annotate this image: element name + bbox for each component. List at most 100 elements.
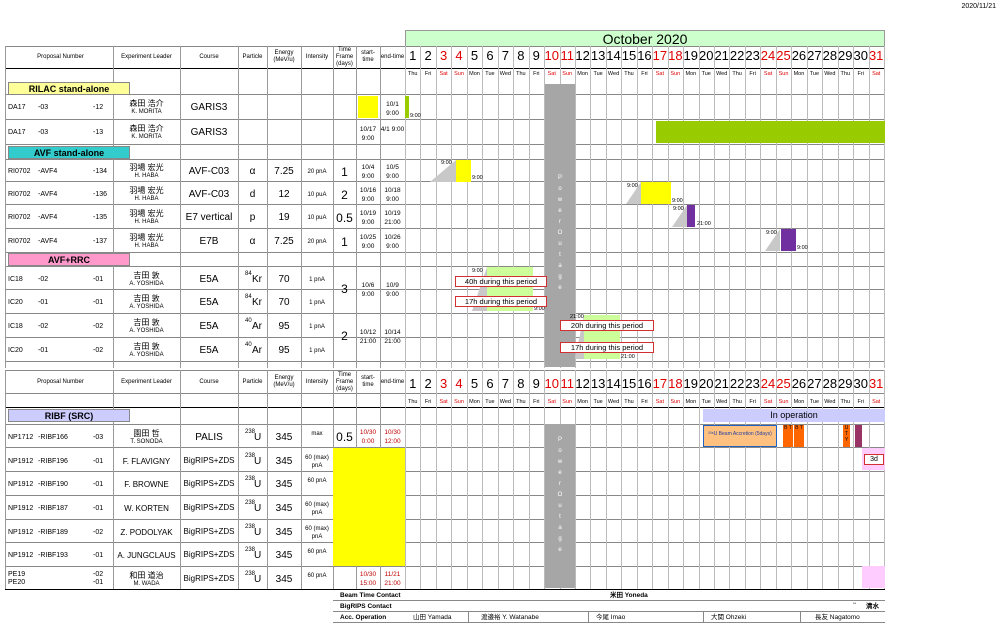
acc-operator: 大関 Ohzeki [711,614,747,621]
grid-line [5,46,6,368]
day-number: 2 [424,48,432,63]
start-time: 10/30 15:00 [359,571,377,587]
bar-da17-13 [656,121,885,143]
weekday: Tue [701,71,711,77]
power-outage-char: g [558,274,562,280]
proposal-prefix: IC18 [8,323,23,330]
course: E5A [199,297,219,308]
grid-line [113,370,114,589]
start-highlight [358,96,378,118]
particle: Kr [252,274,262,285]
header-leader: Experiment Leader [121,53,172,60]
leader-name-jp: 羽場 宏光 [129,186,164,195]
weekday: Wed [607,71,620,77]
course: BigRIPS+ZDS [183,574,235,583]
weekday: Wed [607,399,620,405]
leader-name: H. HABA [134,196,159,202]
grid-line [5,337,885,338]
proposal-num: -01 [93,481,104,488]
weekday: Mon [577,71,588,77]
beam-accretion-bar: ²³⁸U Beam Accretion (5days) [703,425,777,447]
proposal-num: -12 [93,104,104,111]
mass-number: 238 [245,547,256,553]
grid-line [5,542,885,543]
mass-number: 40 [245,342,252,348]
note-17h-a: 17h during this period [455,296,547,307]
grid-line [180,370,181,589]
proposal-prefix: RI0702 [8,214,31,221]
ribf-highlight [333,448,405,566]
proposal-prefix: RI0702 [8,168,31,175]
weekday: Tue [701,399,711,405]
time-mark: 21:00 [570,314,584,320]
day-number: 9 [532,376,540,391]
grid-line [466,46,468,368]
leader-name-jp: 森田 浩介 [129,99,164,108]
day-number: 16 [637,48,652,63]
course: BigRIPS+ZDS [183,550,235,559]
day-number: 20 [699,48,714,63]
weekday: Tue [485,399,495,405]
weekday: Thu [624,71,634,77]
grid-line [5,289,885,290]
mass-number: 84 [245,271,252,277]
intensity: max [311,431,323,437]
grid-line [621,370,623,589]
grid-line [5,94,885,95]
day-number: 26 [791,48,807,63]
grid-line [698,46,700,368]
proposal-id: -AVF4 [38,168,58,175]
weekday: Sat [872,399,881,405]
proposal-num: -13 [93,129,104,136]
start-time: 10/17 9:00 [359,126,377,142]
weekday: Sat [655,399,665,405]
grid-line [466,370,468,589]
proposal-num: -02 [93,529,104,536]
section-avf: AVF stand-alone [8,146,130,159]
timeframe: 0.5 [336,211,353,225]
particle: U [254,550,262,561]
proposal-id: -AVF4 [38,191,58,198]
day-number: 29 [838,376,853,391]
grid-line [5,370,6,589]
day-number: 3 [439,376,448,391]
section-ribf: RIBF (SRC) [8,409,130,422]
day-number: 18 [668,48,683,63]
leader-name: A. YOSHIDA [129,304,164,310]
day-number: 24 [760,376,776,391]
mass-number: 238 [245,453,256,459]
day-number: 27 [807,48,822,63]
intensity: 60 (max) pnA [305,455,329,469]
day-number: 15 [621,376,637,391]
in-operation-band: In operation [703,409,885,422]
start-time: 10/12 21:00 [359,329,377,345]
leader-name-jp: 吉田 敦 [133,342,160,351]
header-end: end-time [380,53,405,60]
grid-line [775,370,777,589]
day-number: 20 [699,376,714,391]
beam-contact-label: Beam Time Contact [340,592,401,599]
header-intensity: Intensity [305,378,329,385]
beam-contact: 米田 Yoneda [610,592,648,599]
grid-line [405,370,406,589]
grid-line [180,46,181,368]
header-course: Course [199,53,219,60]
particle: U [254,479,262,490]
power-outage-char: u [558,503,562,509]
day-number: 23 [745,376,760,391]
particle: U [254,574,262,585]
proposal-num: -01 [93,579,104,586]
grid-line [714,370,715,589]
note-17h-b: 17h during this period [560,342,654,353]
grid-line [544,46,546,368]
leader-name: W. KORTEN [124,504,169,513]
leader-name: F. BROWNE [124,480,169,489]
proposal-prefix: IC20 [8,299,23,306]
time-mark: 9:00 [627,183,638,189]
weekday: Tue [485,71,495,77]
end-time: 10/9 9:00 [386,282,399,298]
grid-line [5,393,885,394]
bar-avf-134 [456,160,471,182]
day-number: 22 [729,48,745,63]
